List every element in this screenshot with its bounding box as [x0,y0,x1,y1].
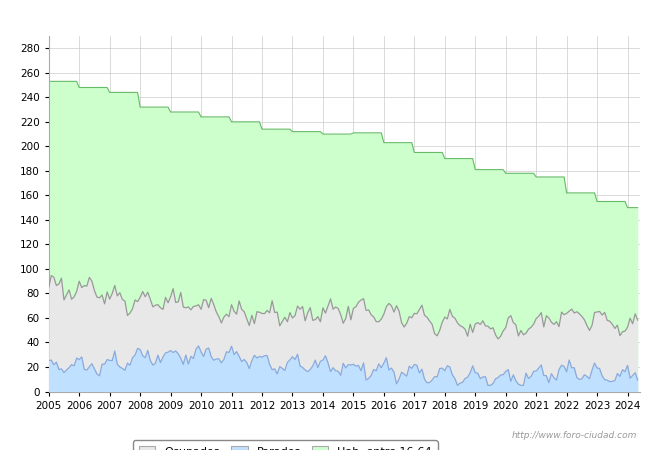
Legend: Ocupados, Parados, Hab. entre 16-64: Ocupados, Parados, Hab. entre 16-64 [133,441,437,450]
Text: Merindad de Cuesta-Urria - Evolucion de la poblacion en edad de Trabajar Mayo de: Merindad de Cuesta-Urria - Evolucion de … [73,11,577,21]
Text: http://www.foro-ciudad.com: http://www.foro-ciudad.com [512,431,637,440]
